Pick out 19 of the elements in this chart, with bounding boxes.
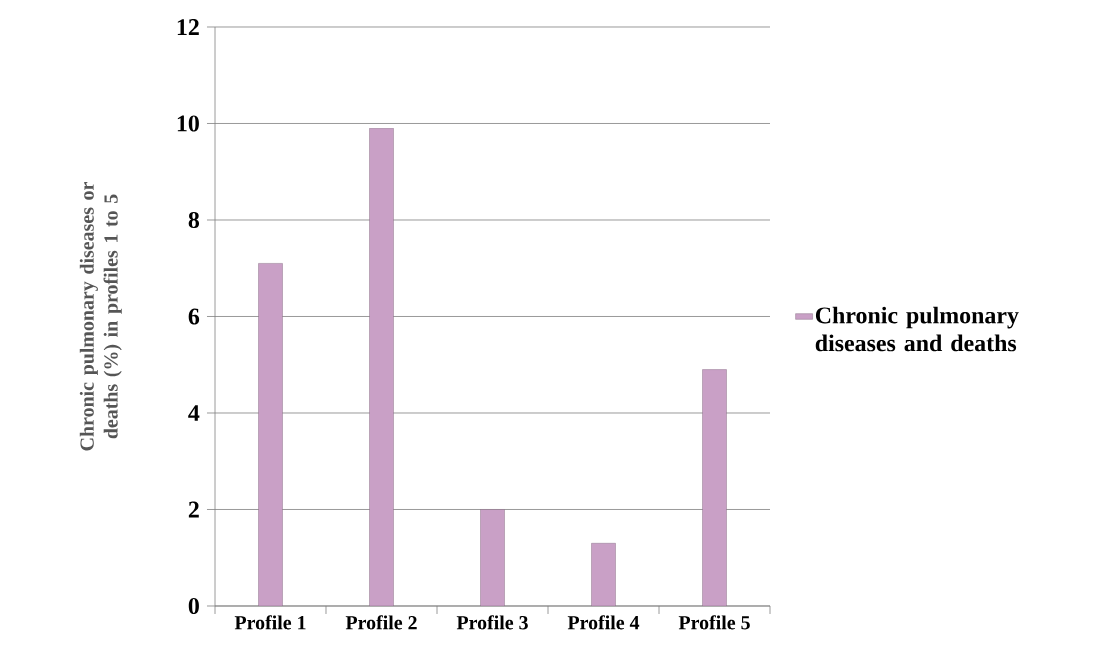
x-tick-label: Profile 4 [567,615,640,630]
y-tick-label: 4 [188,405,200,421]
x-tick-label: Profile 1 [234,615,306,630]
y-tick-label: 6 [188,308,200,325]
y-tick-label: 2 [188,501,199,518]
x-tick-label: Profile 5 [678,615,750,630]
bar [258,263,283,606]
bar [369,128,394,606]
y-tick-label: 12 [177,19,199,35]
y-tick-label: 8 [188,211,200,229]
bar [480,509,505,606]
legend-label: Chronic pulmonary diseases and deaths [815,306,1019,352]
bar [702,369,727,606]
y-tick-label: 10 [177,115,199,132]
y-axis-title: Chronic pulmonary diseases or deaths (%) in profiles 1 to 5 [79,182,122,451]
bar [591,543,616,606]
x-tick-label: Profile 3 [456,615,528,630]
y-tick-label: 0 [188,597,199,615]
x-tick-label: Profile 2 [345,615,417,630]
